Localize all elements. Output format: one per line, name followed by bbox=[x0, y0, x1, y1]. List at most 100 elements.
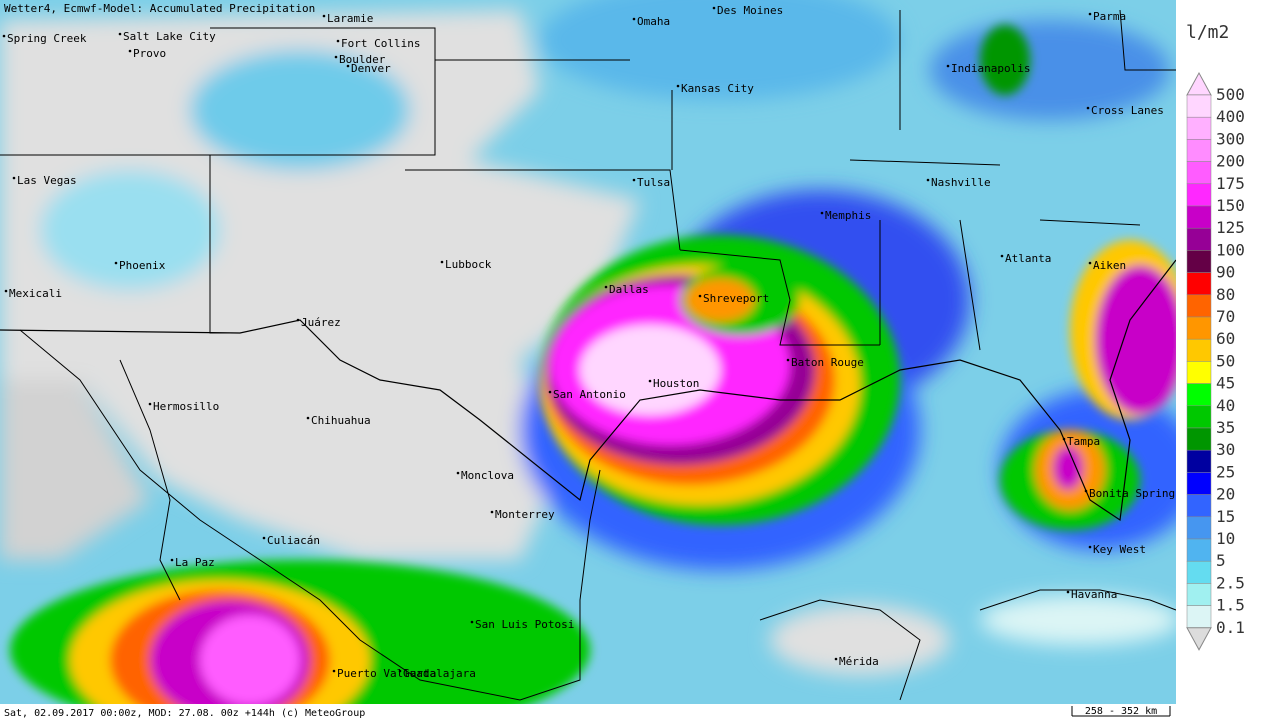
city-label: Denver bbox=[351, 62, 391, 75]
legend-swatch bbox=[1186, 205, 1212, 229]
legend-label: 200 bbox=[1216, 152, 1245, 171]
map-field bbox=[0, 0, 1200, 724]
legend-label: 50 bbox=[1216, 351, 1235, 370]
city-label: Aiken bbox=[1093, 259, 1126, 272]
legend-swatch bbox=[1186, 494, 1212, 518]
footer-info: Sat, 02.09.2017 00:00z, MOD: 27.08. 00z … bbox=[4, 708, 365, 719]
city-dot bbox=[306, 416, 310, 420]
city-labels: Spring Creek Salt Lake City Provo Laramie Fo… bbox=[2, 4, 1182, 680]
legend-swatch bbox=[1186, 272, 1212, 296]
city-label: Tampa bbox=[1067, 435, 1100, 448]
legend-swatch bbox=[1186, 472, 1212, 495]
legend-label: 30 bbox=[1216, 440, 1235, 459]
city-dot bbox=[440, 260, 444, 264]
city-dot bbox=[1088, 261, 1092, 265]
city-dot bbox=[128, 49, 132, 53]
city-label: Monclova bbox=[461, 469, 514, 482]
city-label: Parma bbox=[1093, 10, 1126, 23]
city-dot bbox=[1084, 489, 1088, 493]
scale-label: 258 - 352 km bbox=[1085, 706, 1157, 717]
city-dot bbox=[332, 669, 336, 673]
legend-swatch bbox=[1186, 361, 1212, 384]
legend-swatch bbox=[1186, 427, 1212, 451]
legend-label: 1.5 bbox=[1216, 596, 1245, 615]
legend-label: 300 bbox=[1216, 129, 1245, 148]
city-label: Key West bbox=[1093, 543, 1146, 556]
city-dot bbox=[336, 39, 340, 43]
city-dot bbox=[1088, 12, 1092, 16]
city-dot bbox=[170, 558, 174, 562]
city-dot bbox=[12, 176, 16, 180]
city-dot bbox=[676, 84, 680, 88]
legend-swatch bbox=[1186, 250, 1212, 273]
city-dot bbox=[490, 510, 494, 514]
city-label: Hermosillo bbox=[153, 400, 219, 413]
legend-swatch bbox=[1186, 227, 1212, 251]
legend-label: 150 bbox=[1216, 196, 1245, 215]
city-dot bbox=[1086, 106, 1090, 110]
legend-arrow-bottom bbox=[1186, 627, 1212, 651]
city-label: Monterrey bbox=[495, 508, 555, 521]
city-label: Tulsa bbox=[637, 176, 670, 189]
legend-swatch bbox=[1186, 449, 1212, 473]
legend-unit: l/m2 bbox=[1186, 22, 1229, 43]
legend-label: 10 bbox=[1216, 529, 1235, 548]
city-dot bbox=[1062, 437, 1066, 441]
map-title: Wetter4, Ecmwf-Model: Accumulated Precip… bbox=[4, 2, 315, 15]
legend-swatch bbox=[1186, 183, 1212, 207]
city-label: Salt Lake City bbox=[123, 30, 216, 43]
city-label: Culiacán bbox=[267, 534, 320, 547]
city-label: Mérida bbox=[839, 655, 879, 668]
legend-swatch bbox=[1186, 338, 1212, 362]
city-dot bbox=[148, 402, 152, 406]
city-label: Des Moines bbox=[717, 4, 783, 17]
legend-label: 90 bbox=[1216, 263, 1235, 282]
legend-label: 100 bbox=[1216, 240, 1245, 259]
legend-label: 400 bbox=[1216, 107, 1245, 126]
legend-label: 40 bbox=[1216, 396, 1235, 415]
city-label: Bonita Springs bbox=[1089, 487, 1182, 500]
legend-label: 70 bbox=[1216, 307, 1235, 326]
city-label: Indianapolis bbox=[951, 62, 1030, 75]
city-dot bbox=[548, 390, 552, 394]
legend-label: 2.5 bbox=[1216, 573, 1245, 592]
legend-swatch bbox=[1186, 538, 1212, 562]
city-dot bbox=[946, 64, 950, 68]
city-dot bbox=[4, 289, 8, 293]
legend: 500 400 300 200 175 150 125 100 90 80 70 60 50 45 40 35… bbox=[1186, 71, 1245, 651]
city-label: Atlanta bbox=[1005, 252, 1051, 265]
city-label: Lubbock bbox=[445, 258, 492, 271]
legend-label: 125 bbox=[1216, 218, 1245, 237]
legend-label: 45 bbox=[1216, 374, 1235, 393]
city-dot bbox=[1088, 545, 1092, 549]
city-dot bbox=[698, 294, 702, 298]
legend-label: 60 bbox=[1216, 329, 1235, 348]
city-dot bbox=[712, 6, 716, 10]
city-dot bbox=[1000, 254, 1004, 258]
footer bbox=[0, 704, 1280, 720]
city-dot bbox=[456, 471, 460, 475]
city-label: Kansas City bbox=[681, 82, 754, 95]
city-label: Juárez bbox=[301, 316, 341, 329]
city-label: Chihuahua bbox=[311, 414, 371, 427]
legend-swatch bbox=[1186, 94, 1212, 118]
legend-swatch bbox=[1186, 294, 1212, 318]
city-label: Provo bbox=[133, 47, 166, 60]
legend-label: 500 bbox=[1216, 85, 1245, 104]
city-label: Dallas bbox=[609, 283, 649, 296]
legend-label: 35 bbox=[1216, 418, 1235, 437]
legend-swatch bbox=[1186, 383, 1212, 407]
city-dot bbox=[926, 178, 930, 182]
city-dot bbox=[262, 536, 266, 540]
legend-label: 15 bbox=[1216, 507, 1235, 526]
city-dot bbox=[786, 358, 790, 362]
city-label: Mexicali bbox=[9, 287, 62, 300]
city-label: Laramie bbox=[327, 12, 373, 25]
legend-swatch bbox=[1186, 139, 1212, 162]
city-label: Shreveport bbox=[703, 292, 769, 305]
city-dot bbox=[334, 55, 338, 59]
city-label: Guadalajara bbox=[403, 667, 476, 680]
city-dot bbox=[2, 34, 6, 38]
legend-swatch bbox=[1186, 583, 1212, 606]
